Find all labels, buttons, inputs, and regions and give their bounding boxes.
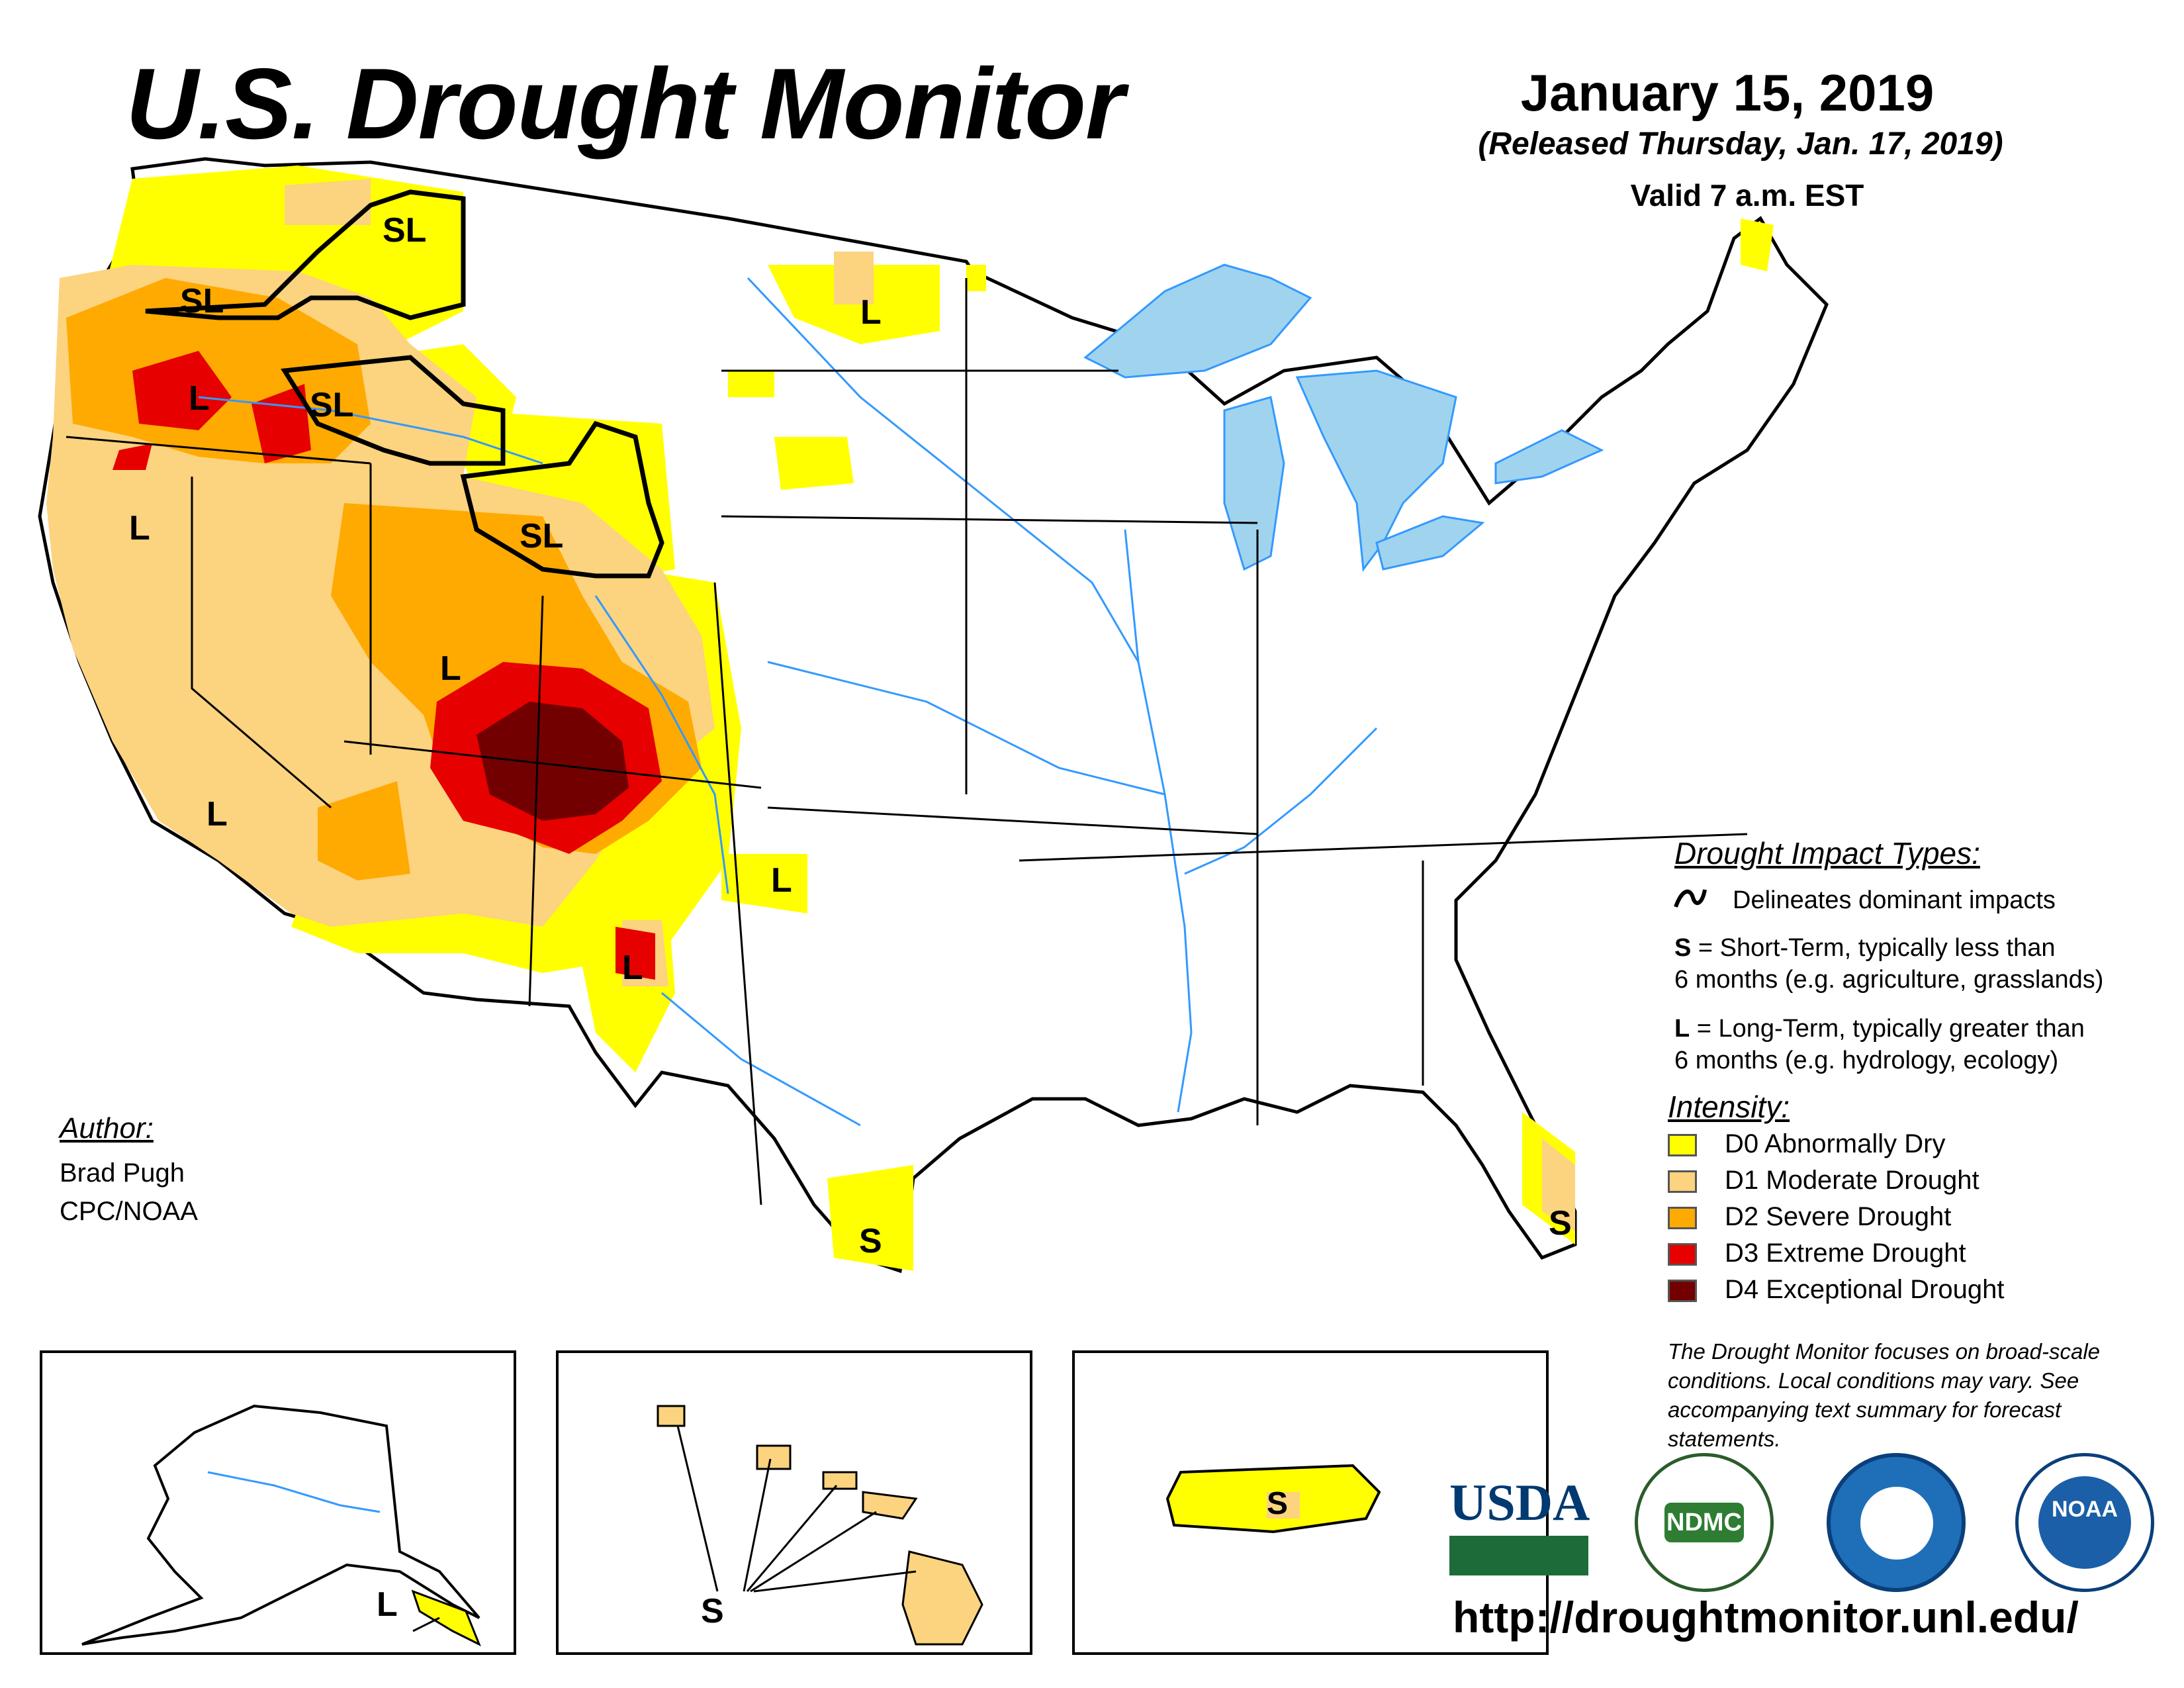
impact-label-l: L <box>189 379 210 418</box>
intensity-item-d4: D4 Exceptional Drought <box>1668 1273 2004 1306</box>
d0-swatch <box>1668 1134 1697 1157</box>
ndmc-logo: NDMC <box>1635 1453 1774 1592</box>
rivers <box>198 277 1378 1127</box>
map-title: U.S. Drought Monitor <box>126 48 1124 160</box>
long-term-line1: = Long-Term, typically greater than <box>1690 1015 2085 1043</box>
commerce-logo-center <box>1860 1487 1933 1560</box>
intensity-item-d3: D3 Extreme Drought <box>1668 1237 1966 1270</box>
map-date: January 15, 2019 <box>1520 64 1934 122</box>
alaska-inset: L <box>40 1350 516 1655</box>
ndmc-logo-text: NDMC <box>1664 1503 1744 1542</box>
usda-logo-bar <box>1449 1536 1588 1575</box>
author-name: Brad Pugh <box>60 1158 185 1188</box>
hawaii-impact-label: S <box>701 1592 724 1630</box>
impact-label-s: S <box>859 1222 882 1260</box>
intensity-label: D2 Severe Drought <box>1725 1202 1952 1231</box>
great-lakes <box>1083 263 1604 572</box>
intensity-label: D0 Abnormally Dry <box>1725 1129 1946 1158</box>
intensity-label: D3 Extreme Drought <box>1725 1239 1966 1268</box>
impact-label-l: L <box>771 861 792 900</box>
author-label: Author: <box>60 1112 154 1145</box>
intensity-item-d0: D0 Abnormally Dry <box>1668 1127 1945 1160</box>
puerto-rico-impact-label: S <box>1267 1486 1289 1521</box>
impact-legend-short: S = Short-Term, typically less than <box>1674 932 2056 964</box>
d3-swatch <box>1668 1243 1697 1266</box>
usda-logo-text: USDA <box>1449 1474 1590 1531</box>
impact-legend-delineates: Delineates dominant impacts <box>1733 886 2056 914</box>
impact-label-l: L <box>622 949 643 987</box>
hawaii-inset: S <box>556 1350 1032 1655</box>
impact-line-icon <box>1674 889 1707 908</box>
release-date: (Released Thursday, Jan. 17, 2019) <box>1478 126 2003 162</box>
long-term-line2: 6 months (e.g. hydrology, ecology) <box>1674 1047 2059 1074</box>
impact-legend-long: L = Long-Term, typically greater than <box>1674 1013 2085 1045</box>
d1-swatch <box>1668 1170 1697 1194</box>
intensity-label: D1 Moderate Drought <box>1725 1166 1979 1195</box>
alaska-impact-label: L <box>377 1585 398 1624</box>
alaska-map <box>81 1404 481 1647</box>
website-link[interactable]: http://droughtmonitor.unl.edu/ <box>1453 1593 2079 1642</box>
impact-label-l: L <box>129 509 150 547</box>
intensity-label: D4 Exceptional Drought <box>1725 1275 2005 1304</box>
puerto-rico-map <box>1165 1464 1381 1534</box>
d4-swatch <box>1668 1280 1697 1303</box>
impact-label-sl: SL <box>310 386 354 424</box>
puerto-rico-inset: S <box>1072 1350 1549 1655</box>
long-term-key: L <box>1674 1015 1690 1043</box>
intensity-item-d1: D1 Moderate Drought <box>1668 1164 1979 1197</box>
commerce-logo <box>1827 1453 1966 1592</box>
impact-label-l: L <box>860 293 882 332</box>
impact-label-sl: SL <box>520 517 564 555</box>
impact-label-l: L <box>206 795 228 833</box>
impact-boundaries <box>145 189 664 579</box>
usda-logo: USDA <box>1449 1473 1595 1579</box>
short-term-key: S <box>1674 934 1692 962</box>
d4-areas <box>477 702 629 821</box>
intensity-legend-heading: Intensity: <box>1668 1090 1790 1124</box>
impact-label-sl: SL <box>180 282 224 320</box>
impact-label-s: S <box>1549 1204 1572 1243</box>
noaa-logo-text: NOAA <box>2038 1476 2131 1569</box>
impact-label-sl: SL <box>383 211 427 250</box>
noaa-logo: NOAA <box>2015 1453 2154 1592</box>
short-term-line1: = Short-Term, typically less than <box>1691 934 2056 962</box>
disclaimer-note: The Drought Monitor focuses on broad-sca… <box>1668 1339 2101 1451</box>
author-org: CPC/NOAA <box>60 1197 198 1226</box>
intensity-item-d2: D2 Severe Drought <box>1668 1200 1951 1233</box>
state-boundaries <box>66 278 1748 1205</box>
impact-label-l: L <box>440 649 461 688</box>
d2-swatch <box>1668 1207 1697 1230</box>
hawaii-map <box>657 1405 983 1646</box>
valid-time: Valid 7 a.m. EST <box>1630 178 1864 212</box>
impact-legend-heading: Drought Impact Types: <box>1674 836 1980 870</box>
short-term-line2: 6 months (e.g. agriculture, grasslands) <box>1674 966 2104 994</box>
